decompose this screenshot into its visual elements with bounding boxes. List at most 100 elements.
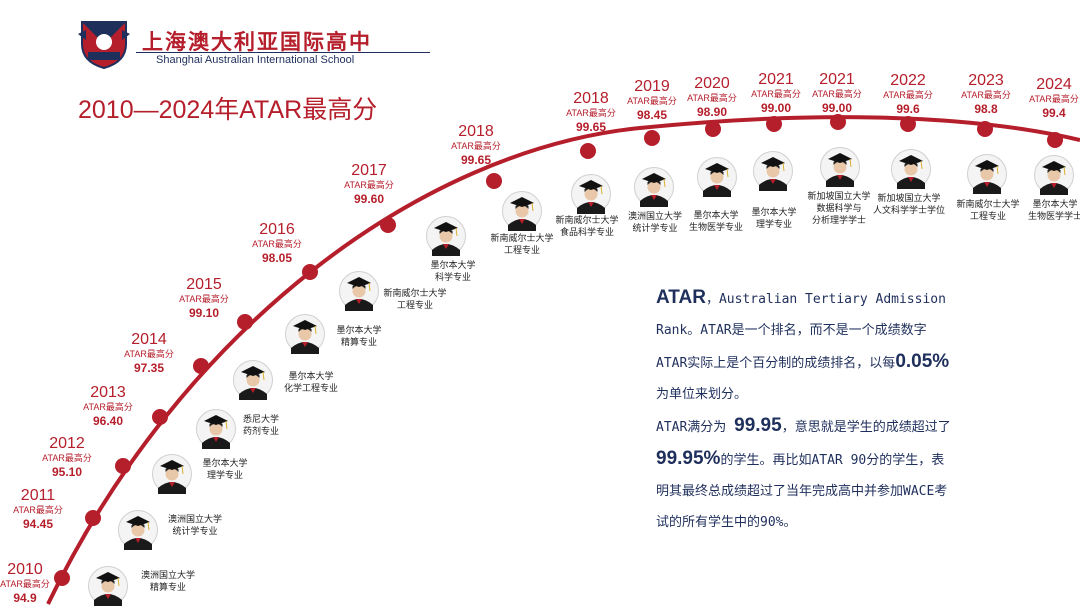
timeline-dot-2016 xyxy=(302,264,318,280)
university-caption: 墨尔本大学 精算专业 xyxy=(304,325,414,349)
year-text: 2020 xyxy=(694,75,730,92)
explanation-tail-2: 的学生。再比如ATAR 90分的学生，表明其最终总成绩超过了当年完成高中并参加W… xyxy=(656,453,948,530)
year-label-2018: 2018 ATAR最高分 99.65 xyxy=(546,90,636,134)
university-caption: 墨尔本大学 科学专业 xyxy=(398,260,508,284)
timeline-dot-2022 xyxy=(900,116,916,132)
timeline-dot-2021 xyxy=(830,114,846,130)
caption-line: 工程专业 xyxy=(396,301,433,312)
school-logo: 上海澳大利亚国际高中 Shanghai Australian Internati… xyxy=(76,16,430,70)
score-text: 98.90 xyxy=(696,105,728,119)
year-text: 2023 xyxy=(968,72,1004,89)
caption-line: 食品科学专业 xyxy=(559,228,614,239)
atar-tag: ATAR最高分 xyxy=(687,93,737,103)
year-text: 2012 xyxy=(49,435,85,452)
graduate-photo xyxy=(88,566,128,606)
university-caption: 新南威尔士大学 工程专业 xyxy=(933,199,1043,223)
caption-line: 澳洲国立大学 xyxy=(167,515,222,525)
max-percent: 99.95% xyxy=(656,448,721,469)
year-text: 2018 xyxy=(573,90,609,107)
caption-line: 分析理学学士 xyxy=(811,216,866,227)
caption-line: 工程专业 xyxy=(969,212,1006,223)
year-label-2019: 2019 ATAR最高分 98.45 xyxy=(607,79,697,122)
year-text: 2017 xyxy=(351,162,387,179)
atar-tag: ATAR最高分 xyxy=(451,141,501,151)
year-label-2020: 2020 ATAR最高分 98.90 xyxy=(667,75,757,119)
atar-tag: ATAR最高分 xyxy=(124,349,174,359)
university-caption: 墨尔本大学 生物医学专业 xyxy=(661,210,771,234)
explanation-tail-1: 为单位来划分。 xyxy=(656,387,748,402)
caption-line: 理学专业 xyxy=(755,220,792,231)
timeline-dot-2017 xyxy=(380,217,396,233)
timeline-dot-2010 xyxy=(54,570,70,586)
atar-tag: ATAR最高分 xyxy=(344,180,394,190)
graduate-photo xyxy=(753,151,793,191)
graduate-photo xyxy=(339,271,379,311)
graduate-photo xyxy=(426,216,466,256)
caption-line: 理学专业 xyxy=(206,471,243,482)
unit-percent: 0.05% xyxy=(895,351,950,372)
caption-line: 统计学专业 xyxy=(172,527,218,538)
timeline-dot-2018 xyxy=(580,143,596,159)
caption-line: 澳洲国立大学 xyxy=(627,212,682,222)
graduate-photo xyxy=(118,510,158,550)
graduate-photo xyxy=(196,409,236,449)
university-caption: 墨尔本大学 理学专业 xyxy=(719,207,829,231)
graduate-photo xyxy=(1034,155,1074,195)
caption-line: 新南威尔士大学 xyxy=(490,234,554,244)
year-label-2013: 2013 ATAR最高分 96.40 xyxy=(63,385,153,428)
caption-line: 悉尼大学 xyxy=(242,415,279,425)
caption-line: 科学专业 xyxy=(434,273,471,284)
caption-line: 澳洲国立大学 xyxy=(140,571,195,581)
timeline-dot-2021 xyxy=(766,116,782,132)
caption-line: 墨尔本大学 xyxy=(751,208,797,218)
year-label-2014: 2014 ATAR最高分 97.35 xyxy=(104,331,194,375)
graduate-photo xyxy=(152,454,192,494)
explanation-p2: ATAR满分为 99.95，意思就是学生的成绩超过了 99.95%的学生。再比如A… xyxy=(656,410,956,538)
score-text: 99.4 xyxy=(1042,106,1066,120)
logo-divider xyxy=(136,52,430,53)
university-caption: 澳洲国立大学 统计学专业 xyxy=(600,211,710,235)
atar-term: ATAR xyxy=(656,287,706,308)
explanation-text-1: ，Australian Tertiary Admission Rank。ATAR… xyxy=(656,292,946,371)
timeline-dot-2020 xyxy=(705,121,721,137)
timeline-dot-2012 xyxy=(115,458,131,474)
university-caption: 澳洲国立大学 精算专业 xyxy=(113,570,223,594)
university-caption: 墨尔本大学 理学专业 xyxy=(170,458,280,482)
atar-tag: ATAR最高分 xyxy=(883,90,933,100)
graduate-photo xyxy=(891,149,931,189)
year-label-2023: 2023 ATAR最高分 98.8 xyxy=(941,72,1031,116)
graduate-photo xyxy=(233,360,273,400)
score-text: 96.40 xyxy=(92,414,124,428)
year-text: 2014 xyxy=(131,331,167,348)
caption-line: 精算专业 xyxy=(340,338,377,349)
caption-line: 墨尔本大学 xyxy=(288,372,334,382)
graduate-photo xyxy=(571,174,611,214)
year-text: 2015 xyxy=(186,276,222,293)
atar-tag: ATAR最高分 xyxy=(179,294,229,304)
caption-line: 新加坡国立大学 xyxy=(807,192,871,202)
graduate-photo xyxy=(502,191,542,231)
score-text: 98.05 xyxy=(261,251,293,265)
atar-tag: ATAR最高分 xyxy=(42,453,92,463)
university-caption: 墨尔本大学 化学工程专业 xyxy=(256,371,366,395)
caption-line: 精算专业 xyxy=(149,583,186,594)
atar-tag: ATAR最高分 xyxy=(13,505,63,515)
year-text: 2024 xyxy=(1036,76,1072,93)
year-text: 2010 xyxy=(7,561,43,578)
score-text: 99.00 xyxy=(821,101,853,115)
explanation-pre-2: ATAR满分为 xyxy=(656,420,727,435)
school-name-cn: 上海澳大利亚国际高中 xyxy=(142,29,372,54)
year-text: 2016 xyxy=(259,221,295,238)
school-name-en: Shanghai Australian International School xyxy=(156,54,355,66)
year-text: 2021 xyxy=(819,71,855,88)
timeline-dot-2023 xyxy=(977,121,993,137)
score-text: 95.10 xyxy=(51,465,83,479)
university-caption: 悉尼大学 药剂专业 xyxy=(206,414,316,438)
explanation-p1: ATAR，Australian Tertiary Admission Rank。… xyxy=(656,282,956,410)
graduate-photo xyxy=(967,154,1007,194)
year-text: 2022 xyxy=(890,72,926,89)
year-label-2010: 2010 ATAR最高分 94.9 xyxy=(0,561,70,605)
atar-tag: ATAR最高分 xyxy=(751,89,801,99)
explanation-mid-2: ，意思就是学生的成绩超过了 xyxy=(781,420,951,435)
